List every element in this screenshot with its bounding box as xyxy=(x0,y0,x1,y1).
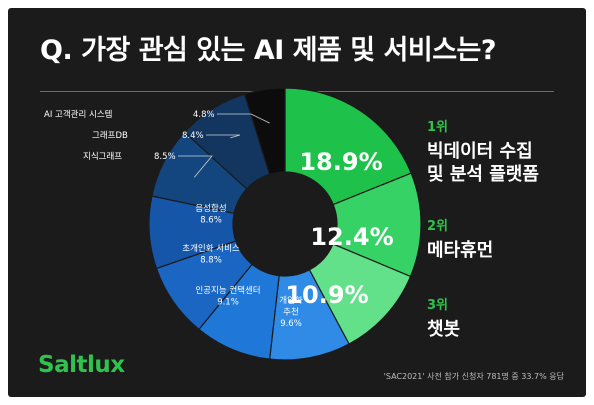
source-note: 'SAC2021' 사전 참가 신청자 781명 중 33.7% 응답 xyxy=(383,372,564,381)
data-label-3: 10.9% xyxy=(285,281,368,309)
chart-title: Q. 가장 관심 있는 AI 제품 및 서비스는? xyxy=(40,28,497,67)
rank-2-number: 2위 xyxy=(427,219,449,234)
rank-3: 3위 챗봇 xyxy=(427,294,460,341)
infographic-card: Q. 가장 관심 있는 AI 제품 및 서비스는? 18.9% 12.4% 10.9… xyxy=(8,8,586,397)
slice-ai-고객관리-시스템 xyxy=(243,87,286,176)
rank-1-line-1: 빅데이터 수집 xyxy=(427,141,533,162)
slice-label-4: 개인화 추천 9.6% xyxy=(279,295,303,329)
rank-2: 2위 메타휴먼 xyxy=(427,215,493,262)
outside-label-8: 지식그래프 xyxy=(83,152,122,162)
outside-value-8: 8.5% xyxy=(154,152,176,162)
slice-빅데이터-수집-및-분석-플랫폼 xyxy=(284,87,412,206)
brand-logo: Saltlux xyxy=(38,352,125,378)
outside-label-9: 그래프DB xyxy=(92,131,128,141)
rank-3-label: 챗봇 xyxy=(427,318,460,341)
leader-line-10 xyxy=(217,113,270,124)
rank-1-number: 1위 xyxy=(427,120,449,135)
leader-line-9 xyxy=(206,134,241,139)
rank-3-line-1: 챗봇 xyxy=(427,319,461,340)
slice-label-6: 초개인화 서비스 8.8% xyxy=(182,243,240,265)
question-text: 가장 관심 있는 AI 제품 및 서비스는? xyxy=(81,35,497,66)
rank-2-line-1: 메타휴먼 xyxy=(427,240,494,261)
outside-value-9: 8.4% xyxy=(182,131,204,141)
outside-label-10: AI 고객관리 시스템 xyxy=(44,109,112,120)
rank-1-line-2: 및 분석 플랫폼 xyxy=(427,164,539,185)
rank-1: 1위 빅데이터 수집 및 분석 플랫폼 xyxy=(427,116,539,186)
rank-1-label: 빅데이터 수집 및 분석 플랫폼 xyxy=(427,140,539,186)
outside-value-10: 4.8% xyxy=(193,110,215,120)
data-label-2: 12.4% xyxy=(310,223,393,251)
slice-label-5: 인공지능 컨택센터 9.1% xyxy=(195,285,260,307)
slice-label-7: 음성합성 8.6% xyxy=(195,204,226,225)
leader-line-8 xyxy=(178,155,213,178)
rank-3-number: 3위 xyxy=(427,298,449,313)
donut-chart: 18.9% 12.4% 10.9%개인화 추천 9.6% 인공지능 컨택센터 9.1% 초개인… xyxy=(44,87,422,361)
rank-2-label: 메타휴먼 xyxy=(427,239,493,262)
question-marker: Q. xyxy=(40,35,73,66)
data-label-1: 18.9% xyxy=(299,148,382,176)
